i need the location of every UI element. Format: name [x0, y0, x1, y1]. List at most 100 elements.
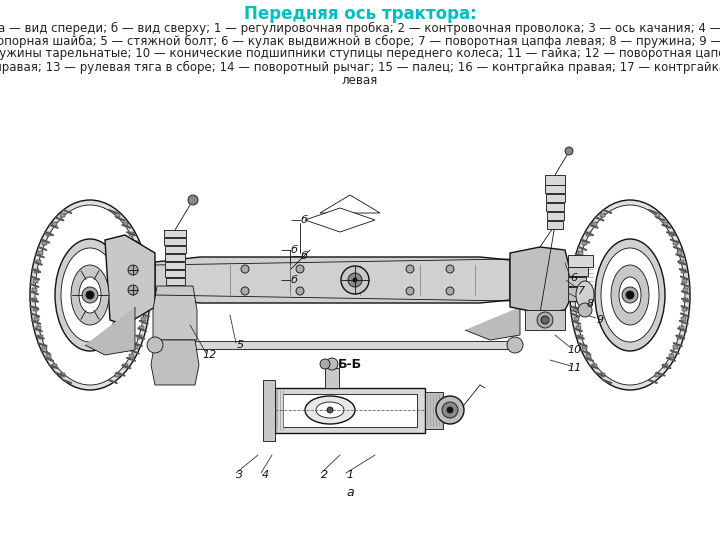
Bar	[578, 335, 583, 339]
Text: 8: 8	[586, 299, 593, 309]
Bar	[572, 279, 577, 283]
Circle shape	[320, 359, 330, 369]
Bar	[263, 380, 275, 441]
Bar	[139, 260, 144, 264]
Ellipse shape	[611, 265, 649, 325]
Bar	[129, 232, 134, 236]
Circle shape	[128, 285, 138, 295]
Ellipse shape	[55, 239, 125, 351]
Text: 4: 4	[261, 470, 269, 480]
Bar	[155, 341, 515, 349]
Text: 2: 2	[321, 470, 328, 480]
Ellipse shape	[79, 277, 101, 313]
Bar	[143, 307, 148, 311]
Ellipse shape	[71, 265, 109, 325]
Text: 11: 11	[568, 363, 582, 373]
Circle shape	[442, 402, 458, 418]
Bar	[582, 241, 587, 245]
Ellipse shape	[35, 205, 145, 385]
Ellipse shape	[619, 277, 641, 313]
Bar	[683, 279, 688, 283]
Polygon shape	[105, 235, 155, 325]
Bar	[586, 232, 591, 236]
Text: Б-Б: Б-Б	[338, 359, 362, 372]
Bar	[133, 241, 138, 245]
Bar	[141, 269, 146, 273]
Bar	[582, 345, 587, 349]
Bar	[166, 278, 184, 285]
Ellipse shape	[575, 205, 685, 385]
Bar	[546, 203, 564, 211]
Bar	[655, 213, 660, 217]
Bar	[283, 394, 417, 427]
Bar	[42, 345, 47, 349]
Circle shape	[296, 287, 304, 295]
Bar	[36, 326, 41, 330]
Text: —б: —б	[281, 245, 299, 255]
Bar	[677, 251, 682, 255]
Circle shape	[537, 312, 553, 328]
Bar	[545, 185, 565, 193]
Polygon shape	[510, 247, 570, 313]
Bar	[572, 288, 577, 292]
Bar	[141, 316, 146, 321]
Bar	[164, 238, 186, 245]
Bar	[683, 298, 688, 302]
Bar	[34, 316, 39, 321]
Bar	[578, 251, 583, 255]
Bar	[576, 260, 581, 264]
Ellipse shape	[305, 396, 355, 424]
Circle shape	[436, 396, 464, 424]
Text: —б: —б	[291, 251, 309, 261]
Circle shape	[565, 147, 573, 155]
Bar	[600, 213, 605, 217]
Bar	[568, 287, 583, 301]
Bar	[673, 241, 678, 245]
Bar	[655, 373, 660, 377]
Circle shape	[507, 337, 523, 353]
Circle shape	[188, 195, 198, 205]
Bar	[683, 307, 688, 311]
Bar	[576, 326, 581, 330]
Bar	[52, 222, 57, 226]
Bar	[325, 368, 339, 388]
Circle shape	[341, 266, 369, 294]
Ellipse shape	[595, 239, 665, 351]
Text: 7: 7	[578, 286, 585, 296]
Bar	[600, 373, 605, 377]
Ellipse shape	[316, 402, 344, 418]
Bar	[546, 194, 565, 202]
Bar	[38, 251, 43, 255]
Text: 9: 9	[596, 315, 603, 325]
Bar	[32, 298, 37, 302]
Circle shape	[446, 265, 454, 273]
Polygon shape	[465, 307, 520, 340]
Polygon shape	[85, 307, 135, 355]
Circle shape	[447, 407, 453, 413]
Bar	[572, 298, 577, 302]
Bar	[663, 222, 668, 226]
Text: 6: 6	[570, 273, 577, 283]
Bar	[42, 241, 47, 245]
Circle shape	[86, 291, 94, 299]
Bar	[166, 270, 185, 277]
Bar	[46, 232, 51, 236]
Bar	[681, 316, 686, 321]
Text: 5: 5	[236, 340, 243, 350]
Bar	[679, 326, 684, 330]
Ellipse shape	[601, 248, 659, 342]
Bar	[679, 260, 684, 264]
Bar	[38, 335, 43, 339]
Bar	[545, 175, 565, 185]
Bar	[574, 269, 579, 273]
Bar	[673, 345, 678, 349]
Bar	[32, 288, 37, 292]
Circle shape	[147, 337, 163, 353]
Circle shape	[82, 287, 98, 303]
Ellipse shape	[61, 248, 119, 342]
Text: 12: 12	[203, 350, 217, 360]
Text: 1: 1	[346, 470, 354, 480]
Ellipse shape	[30, 200, 150, 390]
Ellipse shape	[576, 281, 594, 309]
Text: 10: 10	[568, 345, 582, 355]
